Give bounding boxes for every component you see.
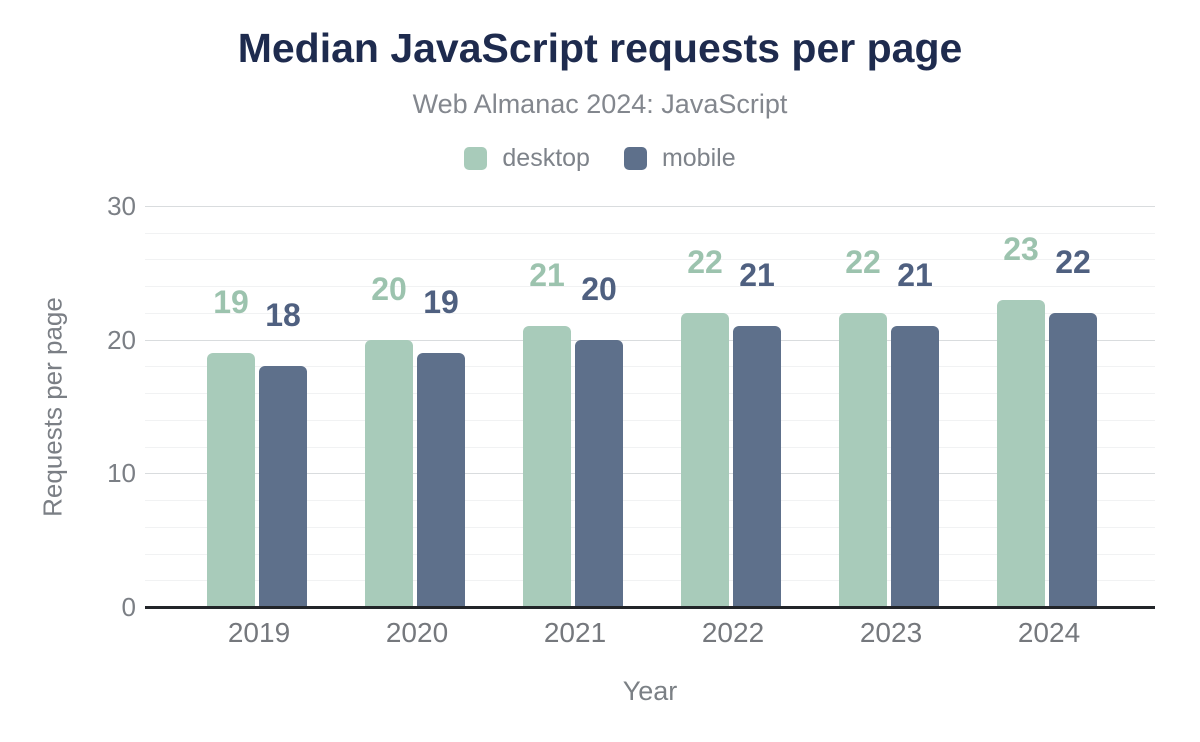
minor-gridline (145, 554, 1155, 555)
bar-value-mobile-2024: 22 (1055, 243, 1091, 280)
bar-value-mobile-2023: 21 (897, 257, 933, 294)
x-tick-label-2023: 2023 (859, 617, 923, 648)
x-tick-label-2022: 2022 (701, 617, 765, 648)
y-tick-label: 30 (107, 191, 136, 221)
minor-gridline (145, 313, 1155, 314)
bar-desktop-2020 (365, 339, 413, 607)
bar-value-desktop-2021: 21 (529, 257, 565, 294)
bar-value-desktop-2023: 22 (845, 243, 881, 280)
bar-desktop-2024 (997, 299, 1045, 607)
legend-label: mobile (661, 144, 736, 172)
legend-swatch-mobile (623, 147, 647, 170)
minor-gridline (145, 259, 1155, 260)
y-tick-label: 20 (107, 325, 136, 355)
legend-item-mobile[interactable]: mobile (623, 144, 736, 173)
major-gridline (145, 340, 1155, 341)
minor-gridline (145, 286, 1155, 287)
minor-gridline (145, 233, 1155, 234)
major-gridline (145, 473, 1155, 474)
y-tick-label: 10 (107, 458, 136, 488)
bar-desktop-2022 (681, 312, 729, 607)
minor-gridline (145, 366, 1155, 367)
legend-item-desktop[interactable]: desktop (464, 144, 590, 173)
x-axis-line (145, 606, 1155, 609)
bar-mobile-2023 (891, 326, 939, 607)
bar-desktop-2019 (207, 353, 255, 607)
minor-gridline (145, 420, 1155, 421)
x-tick-label-2021: 2021 (543, 617, 607, 648)
bar-desktop-2023 (839, 312, 887, 607)
minor-gridline (145, 580, 1155, 581)
bar-mobile-2019 (259, 366, 307, 607)
bar-mobile-2022 (733, 326, 781, 607)
bar-value-desktop-2024: 23 (1003, 230, 1039, 267)
major-gridline (145, 206, 1155, 207)
bar-value-mobile-2021: 20 (581, 270, 617, 307)
bar-value-desktop-2020: 20 (371, 270, 407, 307)
legend-swatch-desktop (464, 147, 488, 170)
bar-desktop-2021 (523, 326, 571, 607)
bar-mobile-2024 (1049, 312, 1097, 607)
bar-value-desktop-2019: 19 (213, 284, 249, 321)
legend: desktop mobile (0, 144, 1200, 173)
bar-value-mobile-2022: 21 (739, 257, 775, 294)
x-tick-label-2019: 2019 (227, 617, 291, 648)
bar-value-mobile-2019: 18 (265, 297, 301, 334)
chart-title: Median JavaScript requests per page (237, 25, 963, 71)
bar-value-mobile-2020: 19 (423, 284, 459, 321)
minor-gridline (145, 527, 1155, 528)
legend-label: desktop (502, 144, 590, 172)
x-tick-label-2020: 2020 (385, 617, 449, 648)
x-axis-title: Year (622, 676, 678, 706)
minor-gridline (145, 447, 1155, 448)
bar-mobile-2020 (417, 353, 465, 607)
bar-mobile-2021 (575, 339, 623, 607)
bar-value-desktop-2022: 22 (687, 243, 723, 280)
minor-gridline (145, 393, 1155, 394)
minor-gridline (145, 500, 1155, 501)
y-tick-label: 0 (121, 592, 136, 622)
chart-subtitle: Web Almanac 2024: JavaScript (412, 89, 788, 119)
x-tick-label-2024: 2024 (1017, 617, 1081, 648)
y-axis-title: Requests per page (37, 297, 68, 517)
